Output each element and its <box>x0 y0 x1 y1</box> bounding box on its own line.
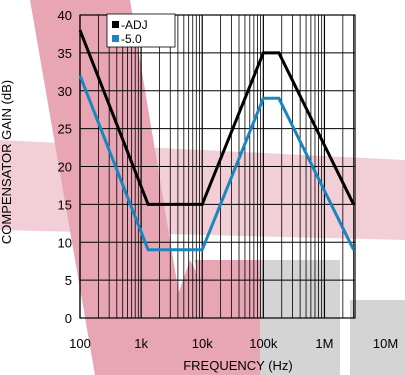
tick-labels: 0 5 10 15 20 25 30 35 40 100 1k 10k 100k 1M 10M <box>58 8 399 351</box>
plot-frame <box>79 14 356 319</box>
x-tick-label: 100k <box>249 336 278 351</box>
grid <box>79 14 356 319</box>
x-tick-label: 10k <box>192 336 213 351</box>
y-tick-label: 35 <box>58 46 72 61</box>
legend-swatch <box>112 21 119 28</box>
legend: -ADJ-5.0 <box>106 13 176 48</box>
y-tick-label: 40 <box>58 8 72 23</box>
y-axis-title: COMPENSATOR GAIN (dB) <box>0 80 14 244</box>
y-tick-label: 5 <box>65 273 72 288</box>
y-tick-label: 20 <box>58 160 72 175</box>
y-tick-label: 30 <box>58 84 72 99</box>
legend-label: -5.0 <box>121 32 142 46</box>
y-tick-label: 0 <box>65 311 72 326</box>
watermark-letter-gray <box>350 300 405 375</box>
legend-label: -ADJ <box>121 18 148 32</box>
x-tick-label: 1k <box>134 336 148 351</box>
series-lines <box>78 29 355 252</box>
series-line-five <box>78 75 355 252</box>
x-tick-label: 100 <box>69 336 91 351</box>
y-tick-label: 15 <box>58 197 72 212</box>
x-axis-title: FREQUENCY (Hz) <box>183 358 293 373</box>
x-tick-label: 1M <box>315 336 333 351</box>
y-tick-label: 25 <box>58 122 72 137</box>
legend-swatch <box>112 35 119 42</box>
y-tick-label: 10 <box>58 235 72 250</box>
series-line-adj <box>78 29 355 206</box>
x-tick-label: 10M <box>373 336 398 351</box>
